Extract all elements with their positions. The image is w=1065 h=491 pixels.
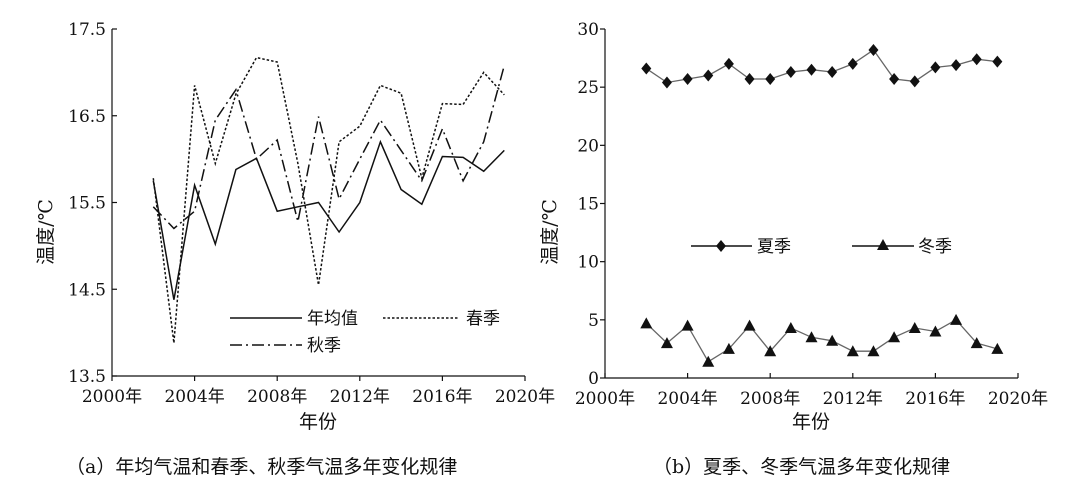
data-point-marker xyxy=(785,66,796,79)
chart-b-ticks xyxy=(600,28,1019,379)
figure-svg: 13.5 14.5 15.5 16.5 17.5 2000年 2004年 2008年 2012年… xyxy=(35,20,1048,433)
x-tick-label: 2008年 xyxy=(740,389,800,409)
y-tick-label: 16.5 xyxy=(68,107,106,127)
y-tick-label: 0 xyxy=(588,369,599,389)
x-tick-label: 2012年 xyxy=(330,387,390,407)
chart-b-y-axis-title: 温度/℃ xyxy=(539,199,561,265)
chart-a-y-axis-title: 温度/℃ xyxy=(35,199,57,265)
x-tick-label: 2020年 xyxy=(988,389,1048,409)
legend-label-autumn: 秋季 xyxy=(307,336,341,356)
data-point-marker xyxy=(660,337,673,349)
series-line-1 xyxy=(645,318,998,363)
y-tick-label: 15.5 xyxy=(68,194,106,214)
y-tick-label: 10 xyxy=(577,253,599,273)
data-point-marker xyxy=(930,61,941,74)
data-point-marker xyxy=(764,345,777,357)
data-point-marker xyxy=(784,321,797,333)
data-point-marker xyxy=(827,66,838,79)
data-point-marker xyxy=(908,321,921,333)
legend-marker-summer xyxy=(716,240,726,252)
data-point-marker xyxy=(951,59,962,72)
data-point-marker xyxy=(846,345,859,357)
legend-label-summer: 夏季 xyxy=(757,237,791,257)
caption-left: （a）年均气温和春季、秋季气温多年变化规律 xyxy=(66,456,458,478)
data-point-marker xyxy=(702,355,715,367)
x-tick-label: 2000年 xyxy=(575,389,635,409)
y-tick-label: 17.5 xyxy=(68,20,106,40)
x-tick-label: 2016年 xyxy=(905,389,965,409)
x-tick-label: 2004年 xyxy=(164,387,224,407)
data-point-marker xyxy=(847,57,858,70)
x-tick-label: 2016年 xyxy=(412,387,472,407)
data-point-marker xyxy=(889,73,900,86)
data-point-marker xyxy=(929,325,942,337)
data-point-marker xyxy=(722,342,735,354)
chart-a-ticks xyxy=(111,28,526,381)
data-point-marker xyxy=(805,331,818,343)
data-point-marker xyxy=(888,331,901,343)
data-point-marker xyxy=(992,55,1003,68)
legend-label-annual: 年均值 xyxy=(307,309,358,329)
y-tick-label: 20 xyxy=(577,136,599,156)
data-point-marker xyxy=(970,337,983,349)
legend-label-spring: 春季 xyxy=(466,309,500,329)
chart-a-legend: 年均值 春季 秋季 xyxy=(230,309,500,356)
chart-b-tick-labels: 0 5 10 15 20 25 30 2000年 2004年 2008年 2012年 2016年 202… xyxy=(575,20,1048,409)
legend-label-winter: 冬季 xyxy=(918,237,952,257)
data-point-marker xyxy=(868,43,879,56)
y-tick-label: 14.5 xyxy=(68,280,106,300)
data-point-marker xyxy=(681,319,694,331)
x-tick-label: 2000年 xyxy=(82,387,142,407)
data-point-marker xyxy=(640,317,653,329)
chart-a-series-layer xyxy=(152,56,506,344)
series-line-1 xyxy=(152,56,505,344)
data-point-marker xyxy=(950,313,963,325)
data-point-marker xyxy=(743,319,756,331)
chart-a-tick-labels: 13.5 14.5 15.5 16.5 17.5 2000年 2004年 2008年 2012年… xyxy=(68,20,555,407)
chart-b-series-layer xyxy=(640,43,1004,367)
data-point-marker xyxy=(806,63,817,76)
data-point-marker xyxy=(826,334,839,346)
data-point-marker xyxy=(991,342,1004,354)
data-point-marker xyxy=(703,69,714,82)
series-line-0 xyxy=(152,139,505,300)
series-line-0 xyxy=(645,49,998,84)
x-tick-label: 2008年 xyxy=(247,387,307,407)
series-line-2 xyxy=(152,65,506,230)
chart-a-x-axis-title: 年份 xyxy=(299,411,337,433)
x-tick-label: 2020年 xyxy=(495,387,555,407)
y-tick-label: 13.5 xyxy=(68,367,106,387)
legend-marker-winter xyxy=(877,239,889,250)
chart-b-x-axis-title: 年份 xyxy=(792,411,830,433)
chart-a: 13.5 14.5 15.5 16.5 17.5 2000年 2004年 2008年 2012年… xyxy=(35,20,555,433)
data-point-marker xyxy=(765,73,776,86)
data-point-marker xyxy=(661,76,672,89)
x-tick-label: 2004年 xyxy=(657,389,717,409)
data-point-marker xyxy=(867,345,880,357)
y-tick-label: 30 xyxy=(577,20,599,40)
y-tick-label: 25 xyxy=(577,78,599,98)
data-point-marker xyxy=(723,57,734,70)
data-point-marker xyxy=(971,53,982,66)
y-tick-label: 15 xyxy=(577,195,599,215)
data-point-marker xyxy=(909,75,920,88)
data-point-marker xyxy=(682,73,693,86)
y-tick-label: 5 xyxy=(588,311,599,331)
caption-right: （b）夏季、冬季气温多年变化规律 xyxy=(653,456,951,478)
chart-b-legend: 夏季 冬季 xyxy=(691,237,952,257)
data-point-marker xyxy=(641,62,652,75)
data-point-marker xyxy=(744,73,755,86)
x-tick-label: 2012年 xyxy=(823,389,883,409)
chart-b: 0 5 10 15 20 25 30 2000年 2004年 2008年 2012年 2016年 202… xyxy=(539,20,1048,433)
